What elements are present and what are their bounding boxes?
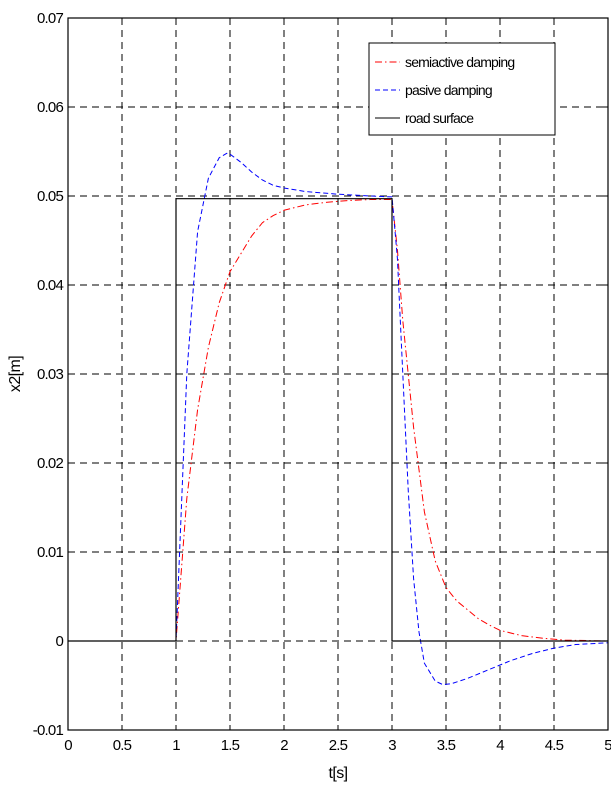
- x-tick-label: 2: [280, 737, 288, 754]
- legend-label-passive: pasive damping: [405, 82, 492, 98]
- y-tick-label: 0.07: [37, 10, 63, 27]
- y-tick-label: -0.01: [33, 722, 64, 739]
- legend-box: [368, 42, 556, 136]
- x-tick-label: 5: [604, 737, 611, 754]
- x-tick-label: 2.5: [329, 737, 348, 754]
- series-line-2: [68, 198, 608, 642]
- x-tick-label: 0: [64, 737, 72, 754]
- x-tick-label: 1: [172, 737, 180, 754]
- y-axis-label: x2[m]: [7, 356, 24, 392]
- series-line-0: [68, 199, 609, 642]
- x-tick-label: 4.5: [545, 737, 564, 754]
- x-tick-label: 3.5: [437, 737, 456, 754]
- x-tick-label: 0.5: [113, 737, 132, 754]
- y-tick-label: 0.04: [37, 277, 63, 294]
- x-ticks: 0 0.5 1 1.5 2 2.5 3 3.5 4 4.5 5: [64, 18, 611, 754]
- x-axis-label: t[s]: [329, 765, 348, 782]
- y-ticks: -0.01 0 0.01 0.02 0.03 0.04 0.05 0.06 0.07: [33, 10, 608, 739]
- x-tick-label: 3: [388, 737, 396, 754]
- x-tick-label: 1.5: [221, 737, 240, 754]
- legend-label-road: road surface: [405, 110, 474, 126]
- y-tick-label: 0.01: [37, 544, 63, 561]
- series-line-1: [68, 152, 609, 686]
- legend-label-semiactive: semiactive damping: [405, 54, 514, 70]
- y-tick-label: 0.02: [37, 455, 63, 472]
- y-tick-label: 0.03: [37, 366, 63, 383]
- y-tick-label: 0: [55, 633, 63, 650]
- legend: semiactive damping pasive damping road s…: [368, 42, 556, 136]
- x-tick-label: 4: [496, 737, 504, 754]
- y-tick-label: 0.05: [37, 188, 63, 205]
- y-tick-label: 0.06: [37, 99, 63, 116]
- series-group: [68, 152, 609, 686]
